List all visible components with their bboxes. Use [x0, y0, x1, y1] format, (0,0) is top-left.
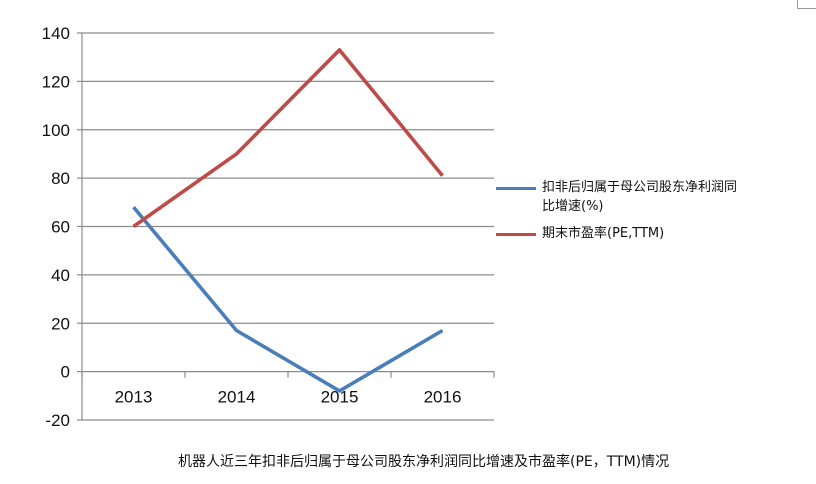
- legend: 扣非后归属于母公司股东净利润同比增速(%) 期末市盈率(PE,TTM): [496, 178, 796, 251]
- y-tick-label--20: -20: [45, 411, 70, 430]
- y-tick-label-120: 120: [42, 72, 70, 91]
- window-frame-corner: [797, 0, 816, 9]
- series-line-1: [132, 48, 444, 228]
- x-tick-label-2015: 2015: [321, 388, 359, 407]
- legend-swatch-growth: [496, 187, 536, 190]
- series-lines: [132, 48, 444, 393]
- y-tick-label-100: 100: [42, 121, 70, 140]
- y-tick-label-80: 80: [51, 169, 70, 188]
- legend-swatch-pe: [496, 233, 536, 236]
- legend-item-growth: 扣非后归属于母公司股东净利润同比增速(%): [496, 178, 796, 216]
- y-axis-ticks: -20 0 20 40 60 80 100 120 140: [42, 24, 70, 430]
- legend-label-pe: 期末市盈率(PE,TTM): [542, 226, 665, 241]
- x-tick-label-2016: 2016: [424, 388, 462, 407]
- y-tick-label-60: 60: [51, 218, 70, 237]
- chart-caption: 机器人近三年扣非后归属于母公司股东净利润同比增速及市盈率(PE，TTM)情况: [178, 454, 670, 470]
- x-tick-label-2013: 2013: [115, 388, 153, 407]
- y-tick-label-0: 0: [61, 363, 70, 382]
- grid-lines: [77, 32, 495, 421]
- y-tick-label-20: 20: [51, 314, 70, 333]
- y-tick-label-40: 40: [51, 266, 70, 285]
- y-tick-label-140: 140: [42, 24, 70, 43]
- legend-item-pe: 期末市盈率(PE,TTM): [496, 224, 796, 243]
- x-axis-ticks: 2013 2014 2015 2016: [115, 388, 462, 407]
- series-line-0: [132, 205, 444, 393]
- x-tick-label-2014: 2014: [218, 388, 256, 407]
- line-chart: -20 0 20 40 60 80 100 120 140 2013 2014 2015 2016: [42, 24, 495, 430]
- legend-label-growth: 扣非后归属于母公司股东净利润同比增速(%): [542, 180, 738, 214]
